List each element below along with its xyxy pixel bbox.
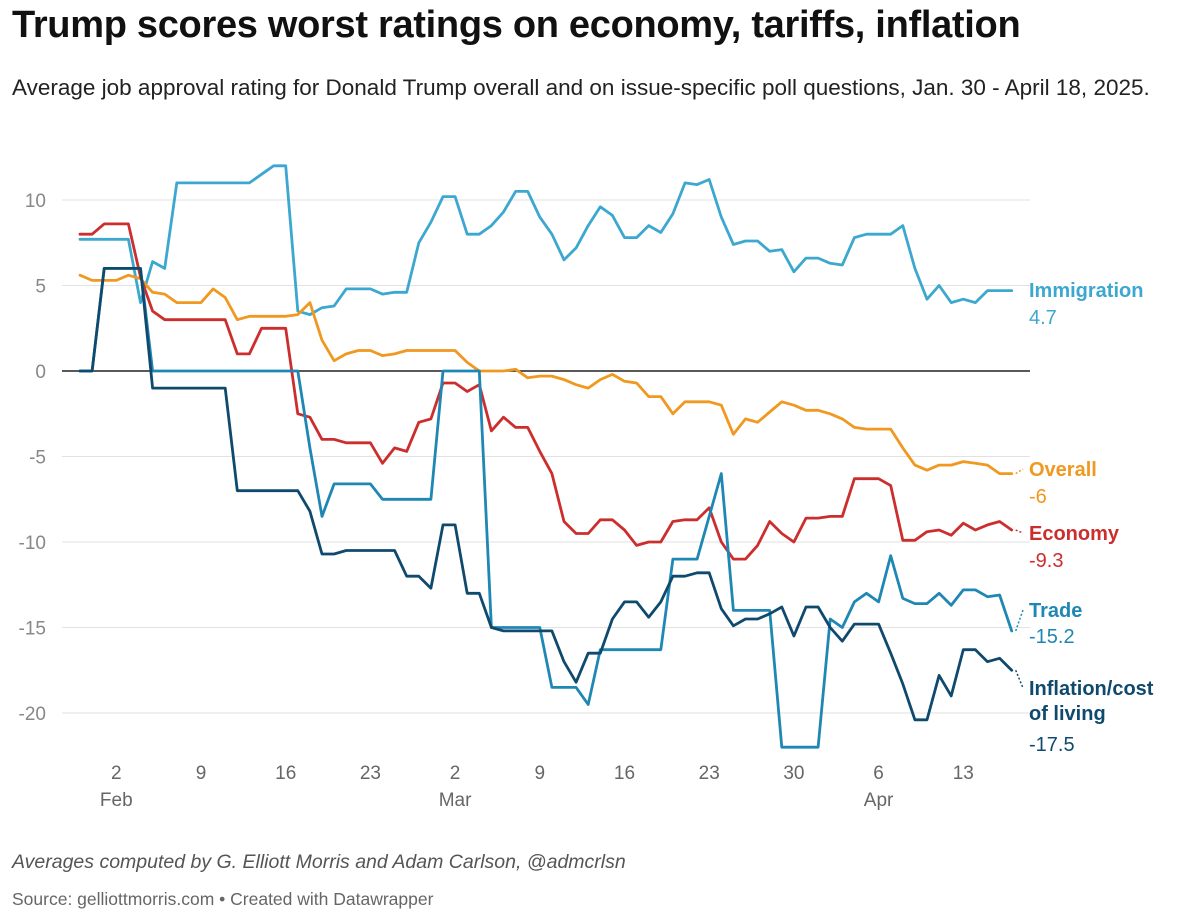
label-connector xyxy=(1015,468,1024,475)
chart-source: Source: gelliottmorris.com • Created wit… xyxy=(12,889,434,909)
label-connector xyxy=(1015,529,1024,534)
x-tick-label: 9 xyxy=(535,763,546,784)
series-label-trade: Trade xyxy=(1029,600,1082,622)
x-tick-label: 16 xyxy=(275,763,296,784)
chart-title: Trump scores worst ratings on economy, t… xyxy=(12,4,1021,46)
y-tick-label: 10 xyxy=(25,191,46,212)
y-tick-label: -15 xyxy=(19,619,46,640)
series-value-inflation-cost-of-living: -17.5 xyxy=(1029,734,1075,756)
series-value-trade: -15.2 xyxy=(1029,626,1075,648)
x-month-label: Apr xyxy=(864,790,894,811)
series-label-economy: Economy xyxy=(1029,523,1120,545)
gridlines xyxy=(62,199,1030,714)
series-line-trade xyxy=(78,266,1014,749)
chart-notes: Averages computed by G. Elliott Morris a… xyxy=(12,851,626,873)
series-end-labels: Immigration 4.7 Overall -6 Economy -9.3 Trade -… xyxy=(1014,280,1154,756)
series-value-immigration: 4.7 xyxy=(1029,307,1057,329)
label-connector xyxy=(1015,669,1024,689)
series-value-overall: -6 xyxy=(1029,486,1047,508)
chart-subtitle: Average job approval rating for Donald T… xyxy=(12,75,1150,100)
x-tick-label: 30 xyxy=(783,763,804,784)
x-tick-label: 16 xyxy=(614,763,635,784)
series-label-inflation-cost-of-living: Inflation/cost xyxy=(1029,678,1154,700)
series-line-inflation-cost-of-living xyxy=(78,266,1014,722)
x-tick-label: 6 xyxy=(873,763,884,784)
series-label-overall: Overall xyxy=(1029,459,1097,481)
x-tick-label: 23 xyxy=(360,763,381,784)
y-axis: 10 5 0 -5 -10 -15 -20 xyxy=(19,191,46,725)
x-axis: 2 Feb 9 16 23 2 Mar 9 16 23 30 6 Apr 13 xyxy=(100,763,974,811)
series-lines xyxy=(78,164,1014,749)
series-line-overall xyxy=(78,273,1014,476)
x-month-label: Mar xyxy=(439,790,472,811)
x-tick-label: 2 xyxy=(450,763,461,784)
y-tick-label: -5 xyxy=(29,448,46,469)
x-tick-label: 23 xyxy=(699,763,720,784)
x-tick-label: 2 xyxy=(111,763,122,784)
series-label-immigration: Immigration xyxy=(1029,280,1143,302)
series-line-economy xyxy=(78,222,1014,561)
series-label-inflation-cost-of-living: of living xyxy=(1029,703,1106,725)
y-tick-label: 5 xyxy=(35,277,46,298)
x-tick-label: 13 xyxy=(953,763,974,784)
y-tick-label: -20 xyxy=(19,704,46,725)
x-tick-label: 9 xyxy=(196,763,207,784)
series-line-immigration xyxy=(78,164,1014,317)
series-value-economy: -9.3 xyxy=(1029,550,1063,572)
x-month-label: Feb xyxy=(100,790,133,811)
y-tick-label: 0 xyxy=(35,362,46,383)
y-tick-label: -10 xyxy=(19,533,46,554)
